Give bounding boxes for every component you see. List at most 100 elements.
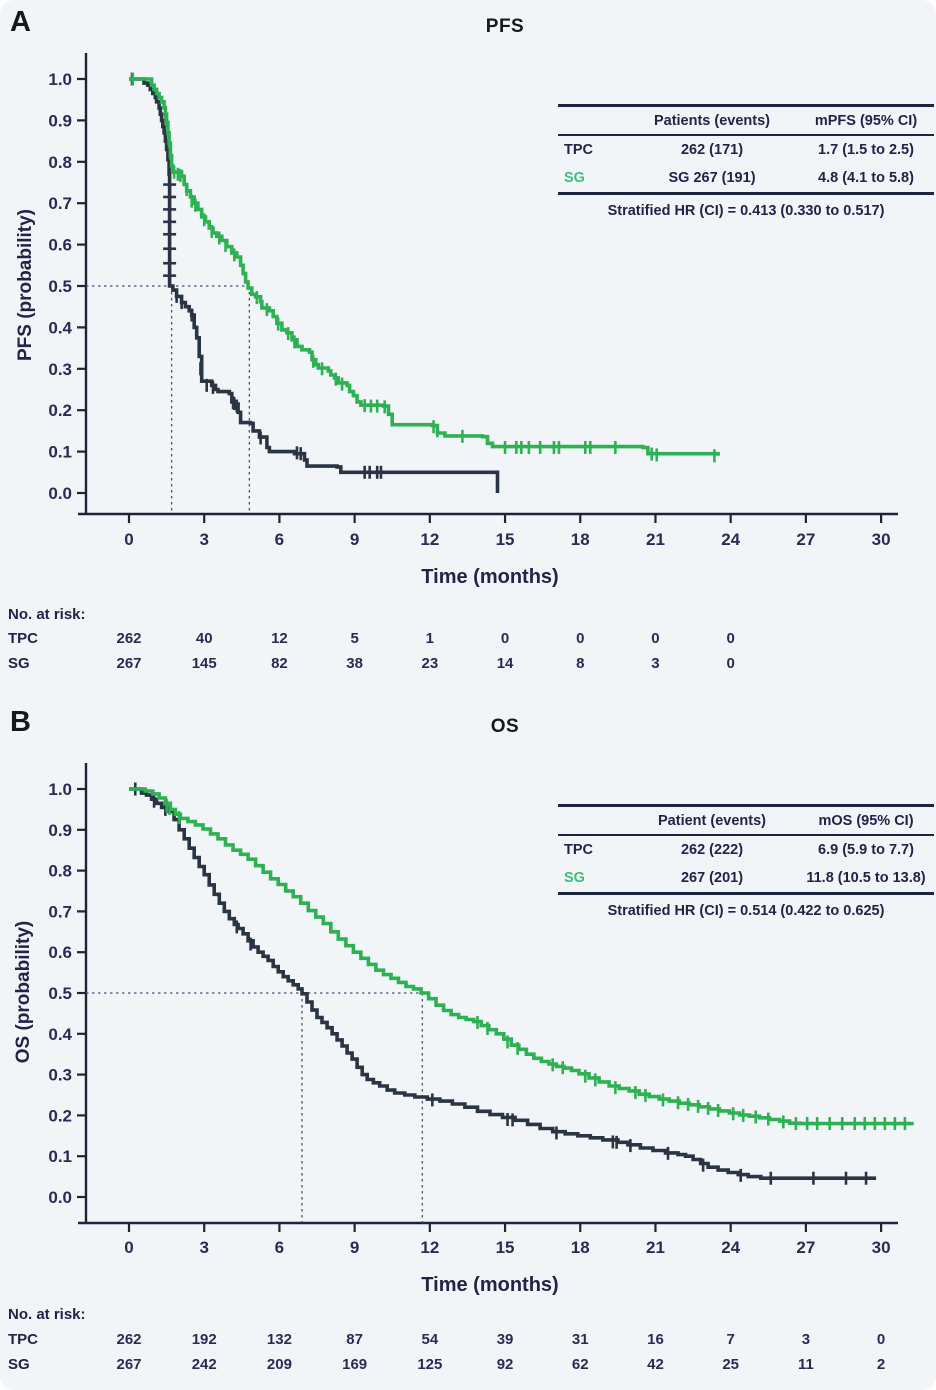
risk-count-sg: 62 [571,1356,589,1373]
x-tick-label: 21 [646,1238,665,1257]
panel-label-b: B [10,706,31,738]
y-tick-label: 1.0 [48,70,72,89]
y-tick-label: 0.2 [48,1106,72,1125]
risk-count-sg: 25 [722,1356,740,1373]
x-tick-label: 30 [872,1238,891,1257]
stats-sg-patients: SG 267 (191) [668,170,756,186]
y-tick-label: 0.8 [48,153,72,172]
x-tick-label: 15 [496,530,515,549]
no-at-risk-label: No. at risk: [8,1306,86,1323]
x-tick-label: 12 [420,530,439,549]
risk-count-sg: 145 [191,655,217,672]
y-tick-label: 0.1 [48,1147,72,1166]
pfs-title: PFS [485,16,525,37]
risk-count-sg: 8 [576,655,585,672]
y-tick-label: 0.4 [48,1025,72,1044]
risk-count-sg: 267 [116,655,142,672]
x-tick-label: 21 [646,530,665,549]
y-tick-label: 0.7 [48,902,72,921]
tpc-censor-marks [130,72,383,479]
risk-count-tpc: 54 [421,1331,439,1348]
tpc-survival-curve [129,72,500,493]
x-tick-label: 27 [796,530,815,549]
y-tick-label: 0.9 [48,111,72,130]
y-tick-label: 1.0 [48,780,72,799]
x-tick-label: 27 [796,1238,815,1257]
risk-count-tpc: 3 [801,1331,811,1348]
y-tick-label: 0.6 [48,943,72,962]
y-tick-label: 0.6 [48,236,72,255]
risk-row-sg-label: SG [8,1356,30,1373]
pfs-hazard-ratio-text: Stratified HR (CI) = 0.413 (0.330 to 0.5… [607,203,885,219]
x-tick-label: 6 [275,530,284,549]
y-tick-label: 0.0 [48,484,72,503]
pfs-stats-table: Patients (events) mPFS (95% CI) TPC 262 … [558,104,934,219]
x-axis-ticks: 0 3 6 9 12 15 18 21 24 27 30 [124,1223,891,1257]
y-tick-label: 0.3 [48,360,72,379]
risk-count-tpc: 192 [191,1331,217,1348]
risk-count-tpc: 132 [266,1331,292,1348]
x-tick-label: 9 [350,1238,359,1257]
y-tick-label: 0.3 [48,1066,72,1085]
x-tick-label: 18 [571,530,590,549]
risk-count-sg: 0 [726,655,735,672]
panel-os: B OS 1.0 0.9 0.8 0.7 0.6 0.5 0.4 0.3 0.2 0.1 0.0 0 3… [0,700,936,1390]
pfs-y-axis-label: PFS (probability) [15,209,36,361]
x-tick-label: 9 [350,530,359,549]
os-title: OS [490,716,520,737]
x-tick-label: 12 [420,1238,439,1257]
risk-count-tpc: 5 [350,630,359,647]
y-tick-label: 0.9 [48,821,72,840]
risk-count-tpc: 87 [346,1331,363,1348]
no-at-risk-label: No. at risk: [8,606,86,623]
stats-tpc-mos: 6.9 (5.9 to 7.7) [818,842,914,858]
y-tick-label: 0.1 [48,443,72,462]
panel-pfs: A PFS 1.0 0.9 0.8 0.7 0.6 0.5 0.4 0.3 0.2 0.1 0.0 0… [8,6,934,672]
risk-count-sg: 125 [417,1356,443,1373]
median-reference-lines [86,285,250,514]
x-tick-label: 3 [199,530,208,549]
x-tick-label: 0 [124,530,133,549]
stats-row-sg: SG SG 267 (191) 4.8 (4.1 to 5.8) [558,164,934,192]
median-reference-lines [86,992,423,1223]
y-axis-ticks: 1.0 0.9 0.8 0.7 0.6 0.5 0.4 0.3 0.2 0.1 0.0 [48,780,86,1207]
stats-header-patients: Patients (events) [653,112,771,129]
os-hazard-ratio-text: Stratified HR (CI) = 0.514 (0.422 to 0.6… [607,903,885,919]
y-tick-label: 0.2 [48,401,72,420]
pfs-x-axis-label: Time (months) [421,566,559,588]
stats-header-mos: mOS (95% CI) [818,812,914,829]
risk-count-tpc: 12 [271,630,288,647]
risk-count-tpc: 0 [876,1331,886,1348]
risk-count-tpc: 7 [726,1331,735,1348]
risk-count-sg: 14 [496,655,514,672]
x-tick-label: 24 [721,1238,740,1257]
risk-count-sg: 92 [496,1356,514,1373]
y-tick-label: 0.5 [48,984,72,1003]
y-axis-ticks: 1.0 0.9 0.8 0.7 0.6 0.5 0.4 0.3 0.2 0.1 0.0 [48,70,86,503]
os-x-axis-label: Time (months) [421,1274,559,1296]
risk-count-sg: 267 [116,1356,142,1373]
risk-count-tpc: 262 [116,630,142,647]
risk-count-tpc: 1 [425,630,434,647]
y-tick-label: 0.0 [48,1188,72,1207]
x-tick-label: 3 [199,1238,208,1257]
risk-count-tpc: 40 [195,630,213,647]
y-tick-label: 0.4 [48,318,72,337]
panel-label-a: A [10,6,31,38]
stats-tpc-patients: 262 (222) [680,842,744,858]
risk-row-sg-label: SG [8,655,30,672]
stats-sg-label: SG [564,170,585,186]
stats-header-mpfs: mPFS (95% CI) [814,112,918,129]
risk-count-sg: 42 [647,1356,664,1373]
stats-tpc-patients: 262 (171) [680,142,744,158]
os-stats-table: Patient (events) mOS (95% CI) TPC 262 (2… [558,804,934,919]
risk-count-sg: 209 [266,1356,292,1373]
stats-row-tpc: TPC 262 (222) 6.9 (5.9 to 7.7) [558,836,934,864]
y-tick-label: 0.7 [48,194,72,213]
risk-count-tpc: 39 [496,1331,514,1348]
risk-count-tpc: 0 [726,630,735,647]
y-tick-label: 0.5 [48,277,72,296]
risk-row-tpc-label: TPC [8,1331,38,1348]
risk-count-tpc: 0 [576,630,585,647]
